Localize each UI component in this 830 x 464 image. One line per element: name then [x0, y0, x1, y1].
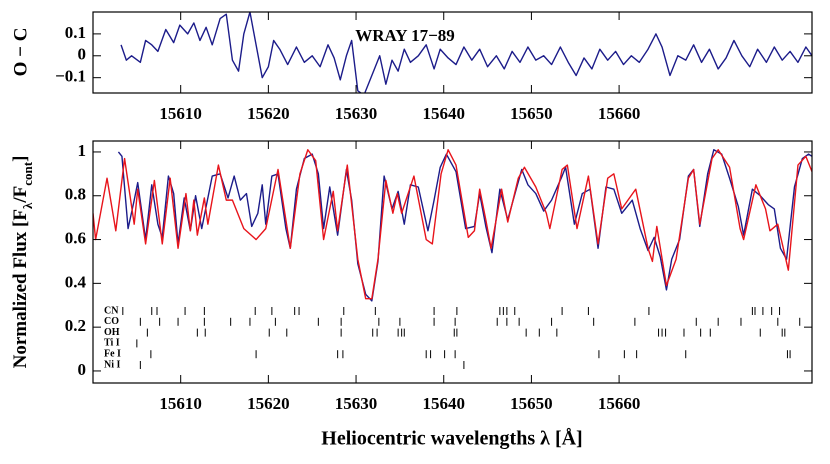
y-axis-label-part: Normalized Flux [F [10, 209, 31, 368]
y-axis-label-part: λ [20, 202, 35, 209]
x-tick-label: 15660 [598, 394, 641, 413]
plot-frame [92, 140, 813, 384]
y-tick-label: 0 [78, 45, 87, 64]
y-axis-label-part: cont [20, 161, 35, 186]
annotation: WRAY 17−89 [355, 26, 455, 45]
spectrum-line [117, 149, 812, 302]
y-tick-label: 0 [78, 360, 87, 379]
x-tick-label: 15660 [598, 104, 641, 123]
x-axis-label: Heliocentric wavelengths λ [Å] [321, 427, 582, 450]
y-tick-label: 0.2 [65, 316, 86, 335]
line-list-label: CO [104, 316, 119, 327]
x-tick-label: 15610 [159, 394, 202, 413]
line-list-label: Ni I [104, 359, 121, 370]
y-tick-label: 0.4 [65, 272, 87, 291]
x-tick-label: 15620 [247, 104, 290, 123]
line-list-label: Ti I [104, 338, 120, 349]
x-tick-label: 15650 [510, 394, 553, 413]
line-list-label: OH [104, 327, 120, 338]
y-tick-label: −0.1 [55, 67, 86, 86]
x-tick-label: 15610 [159, 104, 202, 123]
line-list-label: CN [104, 305, 119, 316]
y-axis-label-part: /F [10, 186, 31, 204]
y-tick-label: 1 [78, 141, 87, 160]
y-axis-label: Normalized Flux [Fλ/Fcont] [10, 156, 35, 369]
y-tick-label: 0.6 [65, 228, 86, 247]
y-axis-label: O − C [10, 28, 31, 77]
x-tick-label: 15640 [422, 104, 465, 123]
x-tick-label: 15630 [335, 104, 378, 123]
line-list-label: Fe I [104, 348, 121, 359]
y-axis-label-part: ] [10, 156, 31, 162]
x-tick-label: 15620 [247, 394, 290, 413]
y-tick-label: 0.8 [65, 185, 86, 204]
x-tick-label: 15630 [335, 394, 378, 413]
x-tick-label: 15640 [422, 394, 465, 413]
y-tick-label: 0.1 [65, 23, 86, 42]
spectrum-line [120, 12, 812, 93]
x-tick-label: 15650 [510, 104, 553, 123]
plot-frame [92, 11, 813, 94]
spectrum-line [93, 149, 812, 300]
